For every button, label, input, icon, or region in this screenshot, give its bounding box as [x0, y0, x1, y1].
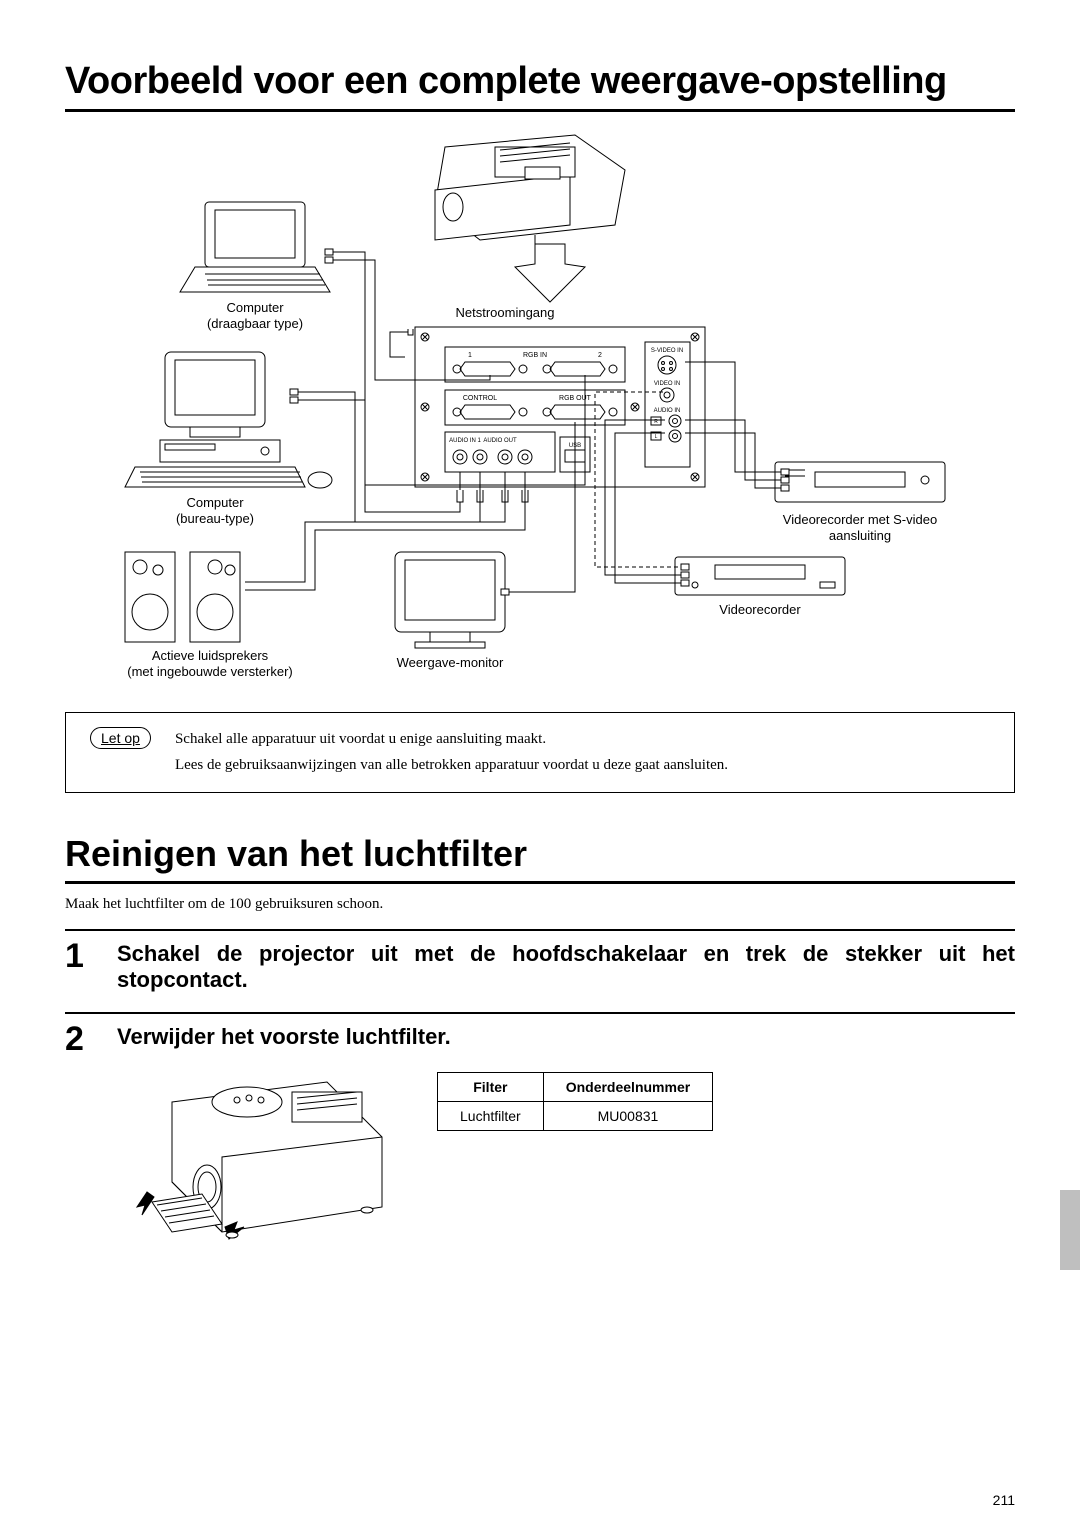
svg-text:RGB OUT: RGB OUT: [559, 395, 592, 402]
svg-text:2: 2: [598, 352, 602, 359]
diagram-label: aansluiting: [829, 528, 891, 543]
svg-text:AUDIO OUT: AUDIO OUT: [483, 438, 517, 444]
filter-table: Filter Onderdeelnummer Luchtfilter MU008…: [437, 1072, 713, 1131]
caution-text: Schakel alle apparatuur uit voordat u en…: [175, 727, 728, 778]
page-title-1: Voorbeeld voor een complete weergave-ops…: [65, 60, 1015, 103]
diagram-label: Videorecorder met S-video: [783, 512, 937, 527]
connection-panel: RGB IN 1 2 CONTROL RGB OUT AUDIO IN 1: [415, 327, 705, 487]
step-number: 2: [65, 1022, 101, 1056]
side-tab: [1060, 1190, 1080, 1270]
svg-text:AUDIO IN 1: AUDIO IN 1: [449, 438, 481, 444]
diagram-svg: Computer (draagbaar type) Computer (bure…: [65, 132, 1015, 692]
diagram-label: Actieve luidsprekers: [152, 648, 269, 663]
diagram-label: (draagbaar type): [207, 316, 303, 331]
page-title-2: Reinigen van het luchtfilter: [65, 833, 1015, 875]
diagram-label: Weergave-monitor: [397, 655, 504, 670]
step-number: 1: [65, 939, 101, 973]
table-cell: MU00831: [543, 1101, 712, 1130]
svg-text:VIDEO IN: VIDEO IN: [654, 381, 680, 387]
step-1: 1 Schakel de projector uit met de hoofds…: [65, 931, 1015, 994]
arrow-down-icon: [515, 235, 585, 302]
svg-text:L: L: [655, 434, 658, 440]
svg-text:RGB IN: RGB IN: [523, 352, 547, 359]
projector-filter-icon: [117, 1072, 397, 1262]
desktop-icon: [125, 352, 332, 488]
vcr-icon: [675, 557, 845, 595]
diagram-label: Netstroomingang: [456, 305, 555, 320]
intro-text: Maak het luchtfilter om de 100 gebruiksu…: [65, 896, 1015, 913]
svg-text:1: 1: [468, 352, 472, 359]
divider: [65, 881, 1015, 884]
page-number: 211: [993, 1492, 1015, 1508]
diagram-label: (met ingebouwde versterker): [127, 664, 292, 679]
table-header: Onderdeelnummer: [543, 1072, 712, 1101]
table-header: Filter: [438, 1072, 544, 1101]
connection-diagram: Computer (draagbaar type) Computer (bure…: [65, 132, 1015, 692]
svcr-icon: [775, 462, 945, 502]
svg-text:S-VIDEO IN: S-VIDEO IN: [651, 348, 683, 354]
caution-box: Let op Schakel alle apparatuur uit voord…: [65, 712, 1015, 793]
step-text: Verwijder het voorste luchtfilter.: [117, 1022, 1015, 1050]
table-cell: Luchtfilter: [438, 1101, 544, 1130]
step-2-content: Filter Onderdeelnummer Luchtfilter MU008…: [117, 1072, 1015, 1262]
divider: [65, 109, 1015, 112]
svg-text:AUDIO IN: AUDIO IN: [654, 408, 681, 414]
diagram-label: Videorecorder: [719, 602, 801, 617]
svg-text:CONTROL: CONTROL: [463, 395, 497, 402]
step-2: 2 Verwijder het voorste luchtfilter.: [65, 1014, 1015, 1056]
monitor-icon: [395, 552, 505, 648]
caution-line: Schakel alle apparatuur uit voordat u en…: [175, 727, 728, 753]
caution-line: Lees de gebruiksaanwijzingen van alle be…: [175, 753, 728, 779]
step-text: Schakel de projector uit met de hoofdsch…: [117, 939, 1015, 994]
caution-pill: Let op: [90, 727, 151, 749]
diagram-label: Computer: [226, 300, 284, 315]
projector-icon: [435, 135, 625, 240]
diagram-label: Computer: [186, 495, 244, 510]
diagram-label: (bureau-type): [176, 511, 254, 526]
laptop-icon: [180, 202, 330, 292]
speakers-icon: [125, 552, 240, 642]
